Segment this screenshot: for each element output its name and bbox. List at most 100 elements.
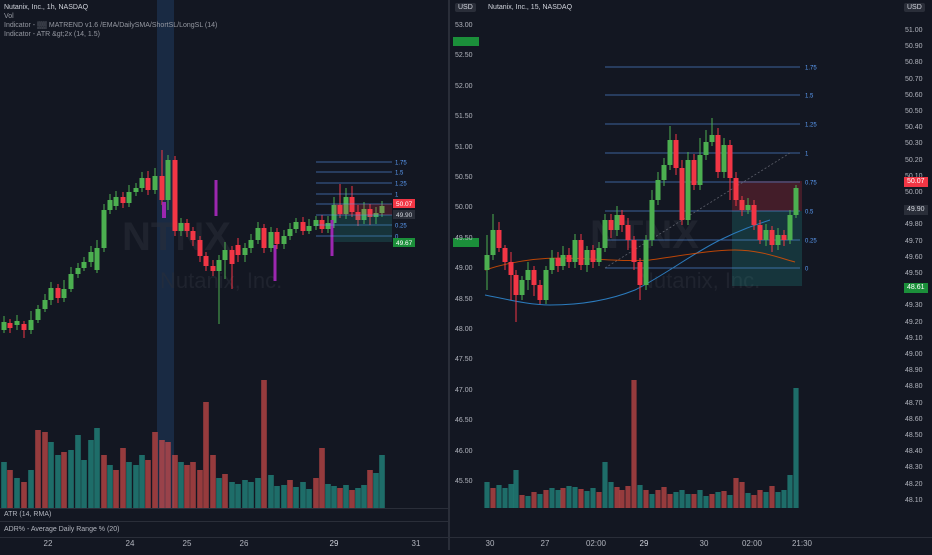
right-axis-tick[interactable]: 49.30 [905,302,923,310]
right-axis-tick[interactable]: 50.00 [905,189,923,196]
candle-body [210,266,216,271]
right-axis-tick[interactable]: 48.90 [905,367,923,375]
fib-label: 1 [395,193,399,199]
right-axis-tick[interactable]: 49.80 [905,221,923,229]
left-axis-tick[interactable]: 46.00 [455,447,473,455]
candle-body [139,178,145,188]
right-axis-tick[interactable]: 48.80 [905,383,923,391]
right-legend-title[interactable]: Nutanix, Inc., 15, NASDAQ [488,4,573,11]
left-axis-tick[interactable]: 51.50 [455,113,473,121]
candle-body [242,248,248,255]
candle-body [61,289,67,298]
right-axis-tick[interactable]: 48.60 [905,415,923,423]
left-axis-tick[interactable]: 45.50 [455,478,473,485]
candle-body [697,155,703,185]
right-axis-tick[interactable]: 49.50 [905,270,923,277]
left-axis-tick[interactable]: 49.00 [455,265,473,273]
volume-bar [55,455,61,508]
right-chart-pane[interactable]: NTNX Nutanix, Inc. 1.75 1.5 1.25 1 0.75 0.5 0.25… [450,0,932,550]
candle-body [274,232,280,244]
right-time-label: 02:00 [585,539,607,548]
right-price-axis-currency[interactable]: USD [904,3,925,12]
candle-body [120,197,126,203]
right-axis-tick[interactable]: 49.70 [905,237,923,245]
right-axis-tick[interactable]: 51.00 [905,27,923,34]
volume-bar [703,496,709,508]
candle-body [584,250,590,265]
left-legend-title[interactable]: Nutanix, Inc., 1h, NASDAQ [4,4,89,11]
atr-pane-label[interactable]: ATR (14, RMA) [4,511,52,518]
left-axis-tick[interactable]: 47.50 [455,356,473,364]
left-axis-tick[interactable]: 49.50 [455,234,473,242]
right-axis-tick[interactable]: 49.20 [905,318,923,326]
volume-bar [679,490,685,508]
candle-body [721,145,727,172]
volume-bar [596,492,602,508]
volume-bar [300,482,306,508]
right-axis-tick[interactable]: 48.40 [905,448,923,456]
candle-body [709,135,715,142]
pane-divider[interactable] [448,0,450,550]
right-axis-tick[interactable]: 49.60 [905,253,923,261]
right-axis-tick[interactable]: 48.70 [905,399,923,407]
volume-bar [255,478,261,508]
left-axis-tick[interactable]: 48.00 [455,326,473,333]
candle-body [197,240,203,256]
volume-bar [667,494,673,508]
left-axis-tick[interactable]: 48.50 [455,295,473,303]
left-legend-indicator-atr[interactable]: Indicator - ATR &gt;2x (14, 1.5) [4,31,100,38]
right-axis-tick[interactable]: 49.10 [905,334,923,342]
right-axis-tick[interactable]: 48.20 [905,480,923,488]
left-price-axis-currency[interactable]: USD [455,3,476,12]
volume-bar [268,475,274,508]
left-axis-tick[interactable]: 50.50 [455,174,473,181]
volume-bar [331,486,337,508]
volume-bar [325,484,331,508]
candle-body [602,220,608,248]
signal-bar [273,245,277,281]
right-axis-tick[interactable]: 50.70 [905,75,923,83]
right-axis-tick[interactable]: 50.60 [905,91,923,99]
adr-pane-label[interactable]: ADR% - Average Daily Range % (20) [4,526,120,533]
left-axis-tick[interactable]: 50.00 [455,204,473,212]
left-pane-separator-1[interactable] [0,508,448,509]
candle-body [88,252,94,262]
left-axis-tick[interactable]: 52.00 [455,82,473,90]
right-axis-tick[interactable]: 50.30 [905,140,923,148]
fib-zone-green [334,215,392,242]
volume-bar [248,482,254,508]
right-axis-tick[interactable]: 50.90 [905,43,923,51]
right-legend: Nutanix, Inc., 15, NASDAQ [488,3,572,12]
right-axis-tick[interactable]: 50.50 [905,108,923,115]
left-legend-indicator-matrend[interactable]: Indicator - ▒▒ MATREND v1.6 /EMA/DailySM… [4,22,218,29]
candle-body [216,260,222,271]
left-axis-tick[interactable]: 53.00 [455,22,473,29]
volume-bar [637,485,643,508]
right-axis-tick[interactable]: 50.80 [905,59,923,67]
right-axis-tick[interactable]: 50.10 [905,173,923,180]
right-axis-tick[interactable]: 49.00 [905,351,923,358]
candle-body [543,270,549,300]
candle-body [48,288,54,300]
right-axis-tick[interactable]: 48.30 [905,464,923,472]
right-axis-tick[interactable]: 48.50 [905,432,923,439]
left-axis-tick[interactable]: 52.50 [455,52,473,60]
left-legend-vol[interactable]: Vol [4,13,14,20]
left-axis-tick[interactable]: 51.00 [455,143,473,151]
volume-bar [757,490,763,508]
right-axis-tick[interactable]: 50.20 [905,156,923,164]
left-axis-tick[interactable]: 46.50 [455,417,473,425]
left-price-tag-current-label: 49.90 [396,212,413,219]
left-price-tag-red-label: 50.07 [396,201,413,208]
left-axis-tick[interactable]: 47.00 [455,386,473,394]
candle-body [55,288,61,298]
watermark-company: Nutanix, Inc. [638,268,760,293]
right-axis-tick[interactable]: 48.10 [905,496,923,504]
candle-body [229,250,235,264]
left-pane-separator-2[interactable] [0,521,448,522]
right-axis-tick[interactable]: 50.40 [905,124,923,132]
candle-body [306,226,312,231]
